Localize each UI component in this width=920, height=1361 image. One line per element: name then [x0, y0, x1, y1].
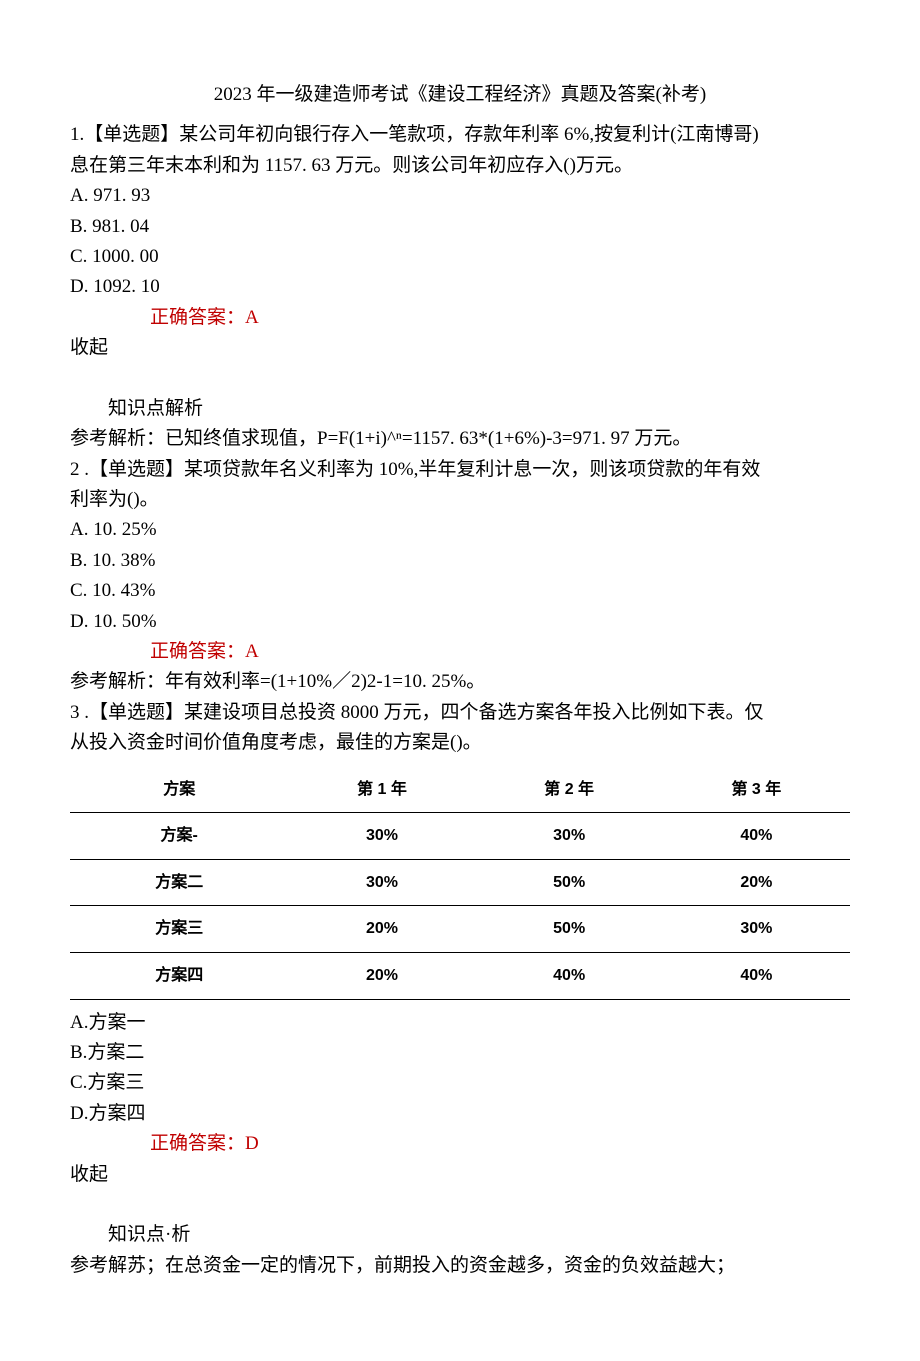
table-cell: 30% — [663, 906, 850, 953]
q1-option-c: C. 1000. 00 — [70, 242, 850, 272]
q1-collapse: 收起 — [70, 333, 850, 363]
q1-stem-line1: 1.【单选题】某公司年初向银行存入一笔款项，存款年利率 6%,按复利计(江南博哥… — [70, 120, 850, 150]
q1-option-d: D. 1092. 10 — [70, 272, 850, 302]
q3-option-d: D.方案四 — [70, 1099, 850, 1129]
table-cell: 方案三 — [70, 906, 288, 953]
table-cell: 30% — [288, 859, 475, 906]
document-title: 2023 年一级建造师考试《建设工程经济》真题及答案(补考) — [70, 80, 850, 110]
q3-stem-line2: 从投入资金时间价值角度考虑，最佳的方案是()。 — [70, 728, 850, 758]
q3-data-table: 方案 第 1 年 第 2 年 第 3 年 方案- 30% 30% 40% 方案二… — [70, 767, 850, 1000]
table-header-cell: 第 2 年 — [476, 767, 663, 813]
table-header-cell: 方案 — [70, 767, 288, 813]
table-cell: 方案二 — [70, 859, 288, 906]
q2-option-c: C. 10. 43% — [70, 576, 850, 606]
q2-stem-line1: 2 .【单选题】某项贷款年名义利率为 10%,半年复利计息一次，则该项贷款的年有… — [70, 455, 850, 485]
table-cell: 20% — [288, 906, 475, 953]
q2-option-b: B. 10. 38% — [70, 546, 850, 576]
table-row: 方案三 20% 50% 30% — [70, 906, 850, 953]
q3-option-a: A.方案一 — [70, 1008, 850, 1038]
table-row: 方案四 20% 40% 40% — [70, 952, 850, 999]
table-row: 方案二 30% 50% 20% — [70, 859, 850, 906]
table-header-cell: 第 1 年 — [288, 767, 475, 813]
table-cell: 40% — [663, 813, 850, 860]
table-cell: 方案四 — [70, 952, 288, 999]
q3-option-b: B.方案二 — [70, 1038, 850, 1068]
table-cell: 30% — [476, 813, 663, 860]
table-row: 方案- 30% 30% 40% — [70, 813, 850, 860]
q2-explanation: 参考解析：年有效利率=(1+10%／2)2-1=10. 25%。 — [70, 667, 850, 697]
q2-option-d: D. 10. 50% — [70, 607, 850, 637]
q1-correct-answer: 正确答案：A — [70, 303, 850, 333]
q1-knowledge-point: 知识点解析 — [70, 394, 850, 424]
table-cell: 50% — [476, 859, 663, 906]
table-cell: 20% — [663, 859, 850, 906]
q2-option-a: A. 10. 25% — [70, 515, 850, 545]
table-header-row: 方案 第 1 年 第 2 年 第 3 年 — [70, 767, 850, 813]
q1-option-a: A. 971. 93 — [70, 181, 850, 211]
q3-collapse: 收起 — [70, 1160, 850, 1190]
table-cell: 40% — [663, 952, 850, 999]
q3-option-c: C.方案三 — [70, 1068, 850, 1098]
table-cell: 方案- — [70, 813, 288, 860]
q2-stem-line2: 利率为()。 — [70, 485, 850, 515]
table-cell: 30% — [288, 813, 475, 860]
table-cell: 40% — [476, 952, 663, 999]
q3-knowledge-point: 知识点·析 — [70, 1220, 850, 1250]
q1-option-b: B. 981. 04 — [70, 212, 850, 242]
table-header-cell: 第 3 年 — [663, 767, 850, 813]
q1-stem-line2: 息在第三年末本利和为 1157. 63 万元。则该公司年初应存入()万元。 — [70, 151, 850, 181]
q3-explanation: 参考解苏；在总资金一定的情况下，前期投入的资金越多，资金的负效益越大； — [70, 1251, 850, 1281]
q1-explanation: 参考解析：已知终值求现值，P=F(1+i)^ⁿ=1157. 63*(1+6%)-… — [70, 424, 850, 454]
table-cell: 20% — [288, 952, 475, 999]
q3-stem-line1: 3 .【单选题】某建设项目总投资 8000 万元，四个备选方案各年投入比例如下表… — [70, 698, 850, 728]
q2-correct-answer: 正确答案：A — [70, 637, 850, 667]
q3-correct-answer: 正确答案：D — [70, 1129, 850, 1159]
table-cell: 50% — [476, 906, 663, 953]
